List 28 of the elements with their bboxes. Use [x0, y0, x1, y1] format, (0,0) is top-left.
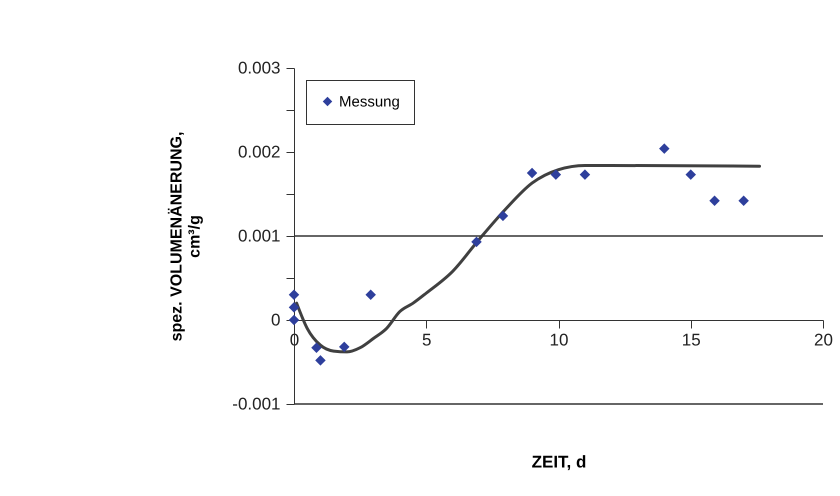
point	[315, 355, 326, 366]
point	[659, 143, 670, 154]
point	[550, 169, 562, 180]
legend-label: Messung	[339, 94, 400, 110]
x-axis-title: ZEIT, d	[532, 452, 586, 472]
y-tick-label: 0.001	[238, 226, 280, 246]
x-tick-label: 5	[422, 330, 432, 350]
point	[365, 290, 376, 300]
point	[580, 169, 590, 180]
y-tick-label: -0.001	[232, 394, 280, 414]
point	[288, 302, 300, 313]
x-tick-label: 20	[814, 330, 833, 350]
point	[709, 195, 720, 206]
point	[498, 210, 508, 222]
y-tick-label: 0.003	[238, 58, 280, 78]
y-axis-title: spez. VOLUMENÄNERUNG, cm³/g	[167, 132, 204, 342]
point	[311, 342, 322, 353]
x-tick-label: 10	[550, 330, 568, 350]
point	[738, 195, 749, 206]
point	[686, 169, 696, 180]
point	[471, 236, 482, 248]
point	[526, 168, 538, 178]
y-tick-label: 0	[271, 310, 280, 330]
point	[288, 314, 300, 326]
y-tick-label: 0.002	[238, 142, 280, 162]
point	[339, 342, 350, 352]
point	[288, 290, 300, 300]
x-tick-label: 15	[682, 330, 701, 350]
